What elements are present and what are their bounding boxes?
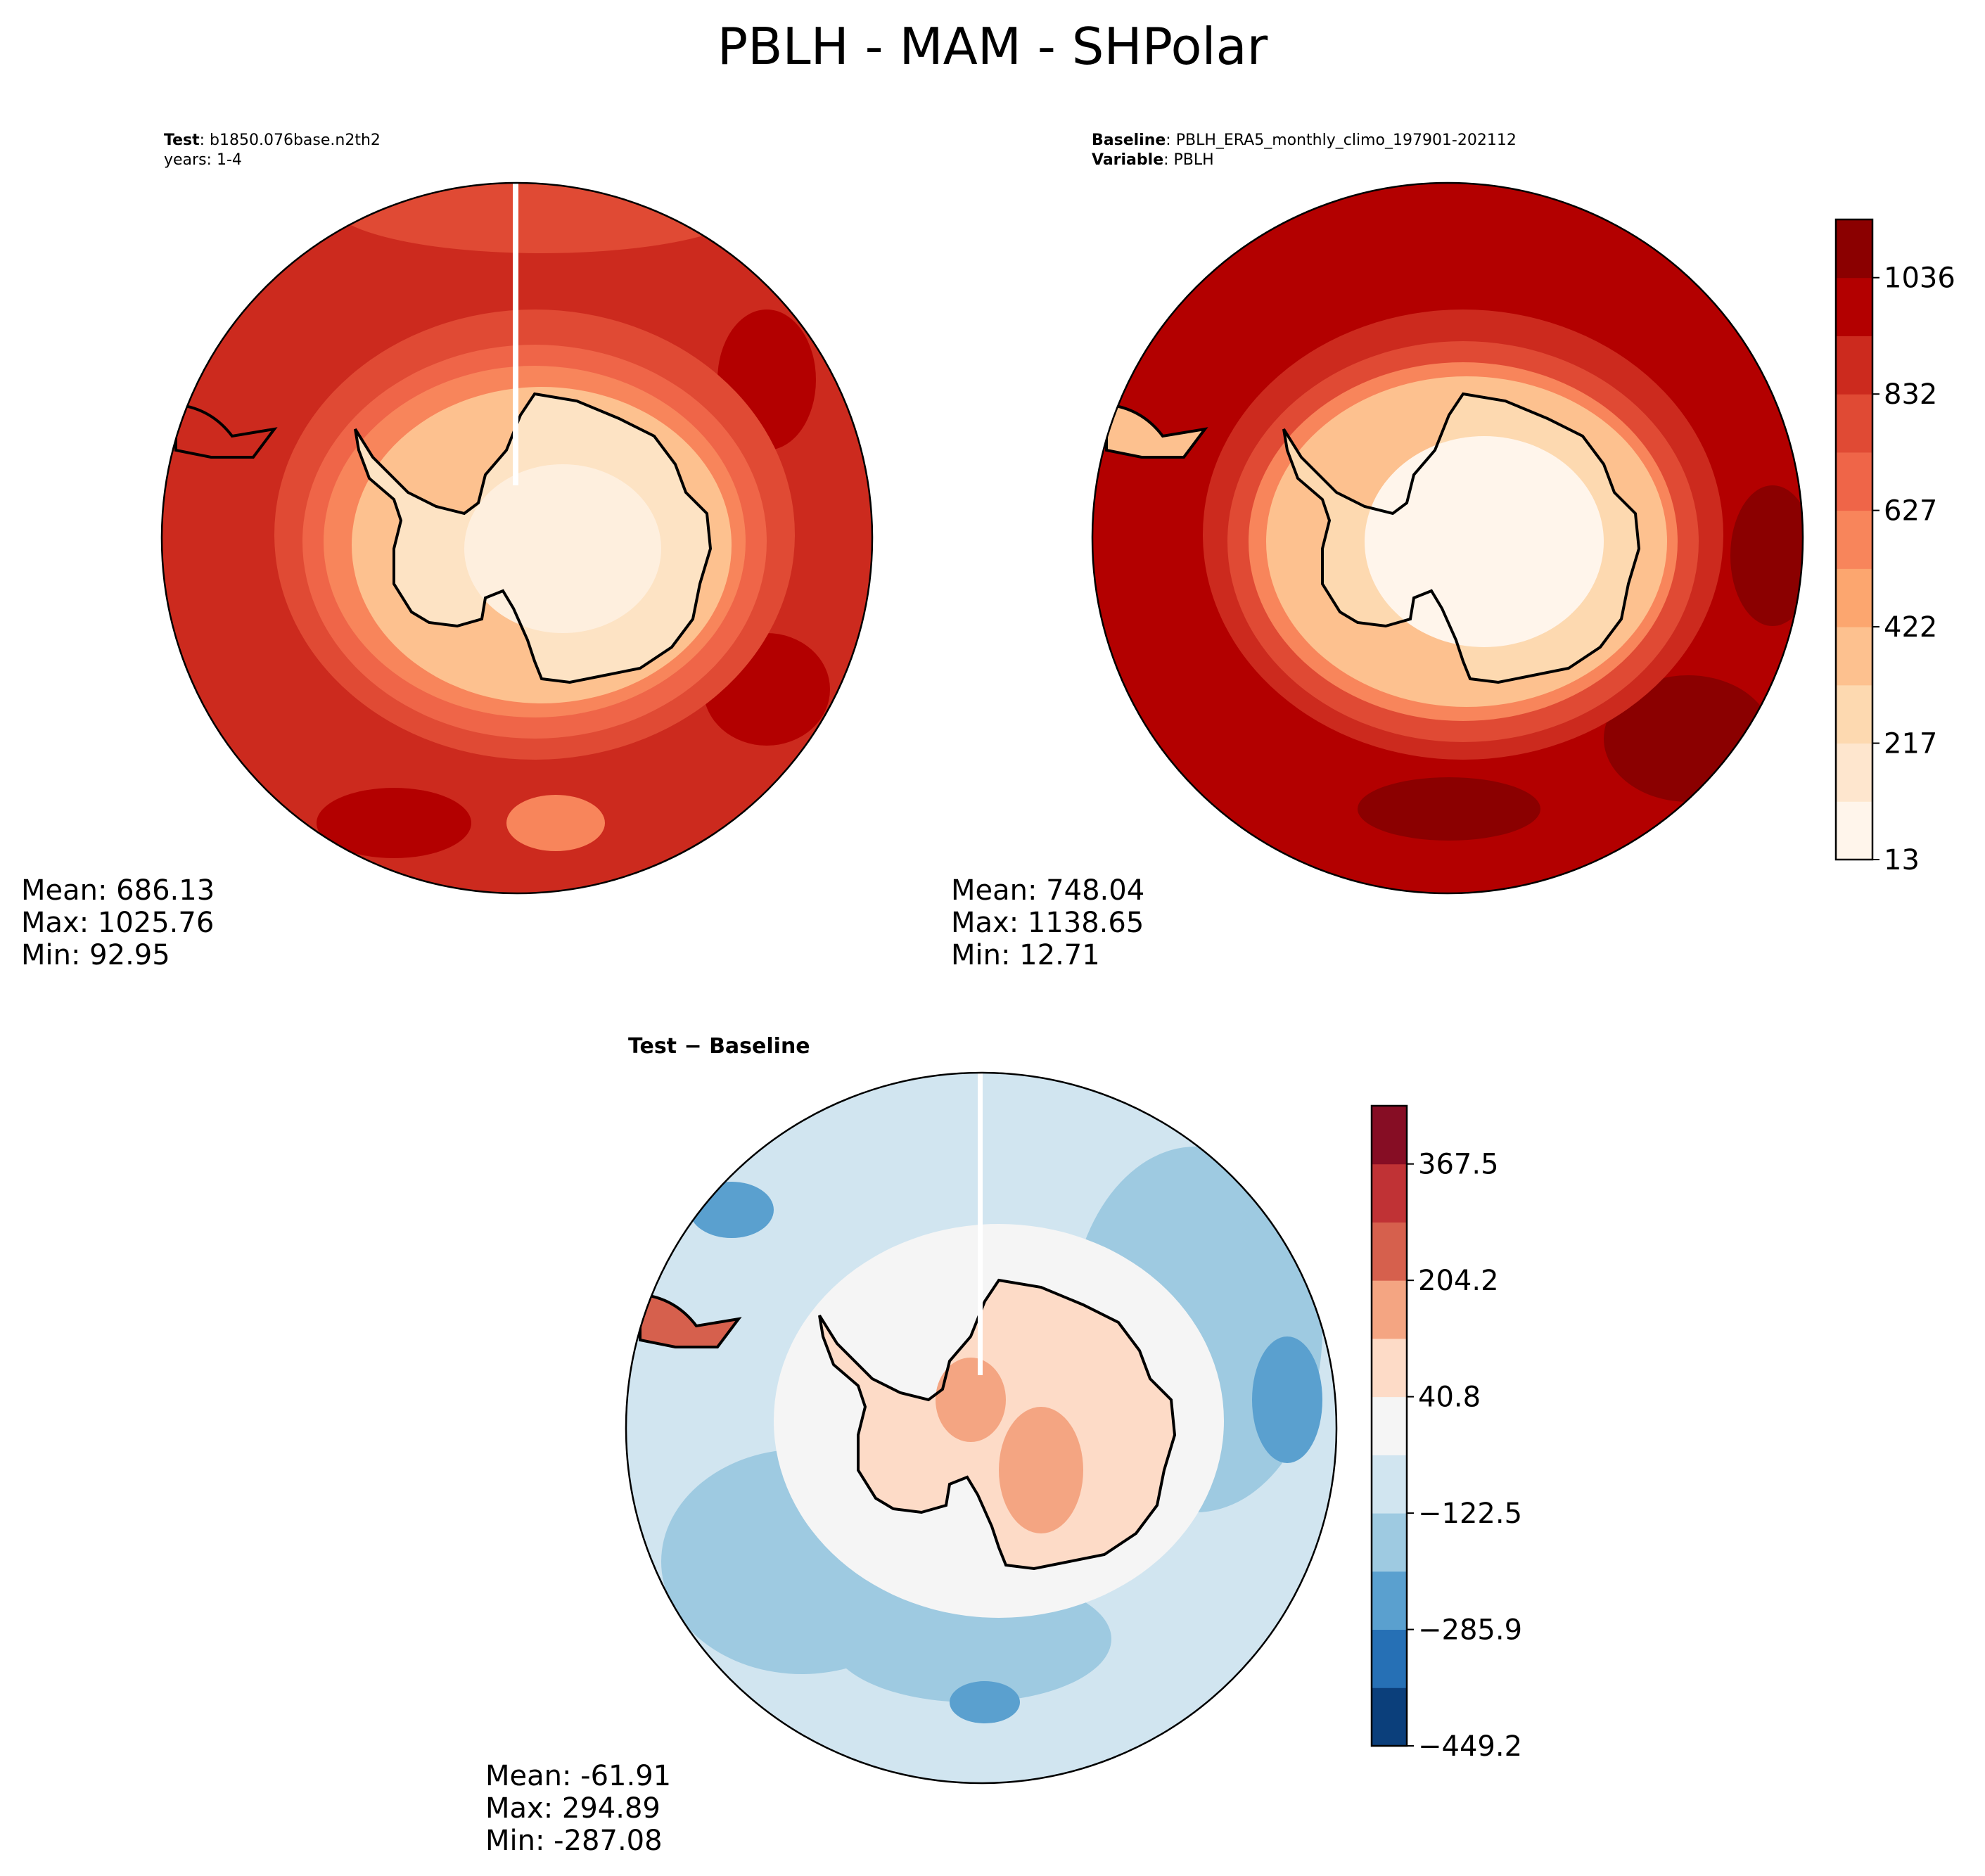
colorbar-diff-swatch bbox=[1372, 1222, 1407, 1281]
colorbar-main: 13 217 422 627 832 1036 bbox=[1834, 218, 1955, 876]
variable-key: Variable bbox=[1092, 151, 1164, 169]
baseline-min: Min: 12.71 bbox=[951, 939, 1100, 971]
colorbar-main-swatch bbox=[1836, 684, 1872, 744]
diff-title-test: Test bbox=[628, 1034, 677, 1059]
colorbar-main-swatch bbox=[1836, 219, 1872, 279]
colorbar-main-swatch bbox=[1836, 510, 1872, 569]
test-years: years: 1-4 bbox=[164, 151, 242, 169]
test-stats: Mean: 686.13 Max: 1025.76 Min: 92.95 bbox=[21, 874, 215, 971]
diff-title: Test − Baseline bbox=[628, 1034, 810, 1059]
colorbar-main-swatch bbox=[1836, 452, 1872, 511]
colorbar-main-swatch bbox=[1836, 801, 1872, 860]
colorbar-main-tick-label: 1036 bbox=[1884, 262, 1955, 295]
test-mean: Mean: 686.13 bbox=[21, 874, 215, 907]
colorbar-main-tick-label: 217 bbox=[1884, 728, 1937, 760]
colorbar-main-tick-label: 422 bbox=[1884, 611, 1937, 644]
baseline-mean: Mean: 748.04 bbox=[951, 874, 1145, 907]
baseline-stats: Mean: 748.04 Max: 1138.65 Min: 12.71 bbox=[951, 874, 1144, 971]
variable-value: PBLH bbox=[1173, 151, 1214, 169]
colorbar-diff: −449.2 −285.9 −122.5 40.8 204.2 367.5 bbox=[1370, 1104, 1522, 1763]
figure-title: PBLH - MAM - SHPolar bbox=[717, 17, 1268, 76]
colorbar-main-swatch bbox=[1836, 627, 1872, 686]
colorbar-diff-swatch bbox=[1372, 1629, 1407, 1688]
colorbar-main-swatch bbox=[1836, 743, 1872, 802]
colorbar-diff-swatch bbox=[1372, 1280, 1407, 1339]
diff-map bbox=[625, 1071, 1338, 1785]
colorbar-diff-tick-label: 40.8 bbox=[1418, 1382, 1481, 1414]
baseline-header-key: Baseline bbox=[1092, 132, 1166, 149]
diff-max: Max: 294.89 bbox=[485, 1792, 660, 1825]
colorbar-main-tick-label: 627 bbox=[1884, 495, 1937, 528]
colorbar-diff-frame bbox=[1370, 1104, 1408, 1747]
colorbar-diff-tick-label: −449.2 bbox=[1418, 1730, 1522, 1763]
test-land-inner bbox=[464, 464, 661, 633]
colorbar-main-swatch bbox=[1836, 568, 1872, 627]
colorbar-diff-tick-label: 367.5 bbox=[1418, 1149, 1499, 1181]
baseline-header-value: PBLH_ERA5_monthly_climo_197901-202112 bbox=[1175, 132, 1517, 149]
colorbar-main-swatch bbox=[1836, 277, 1872, 336]
baseline-header: Baseline: PBLH_ERA5_monthly_climo_197901… bbox=[1092, 132, 1517, 169]
test-header: Test: b1850.076base.n2th2 years: 1-4 bbox=[164, 132, 381, 169]
colorbar-diff-tick-label: 204.2 bbox=[1418, 1265, 1499, 1297]
colorbar-main-swatch bbox=[1836, 394, 1872, 453]
colorbar-main-swatch bbox=[1836, 336, 1872, 395]
test-header-key: Test bbox=[164, 132, 200, 149]
colorbar-main-frame bbox=[1834, 218, 1874, 861]
colorbar-diff-swatch bbox=[1372, 1455, 1407, 1514]
colorbar-diff-swatch bbox=[1372, 1338, 1407, 1398]
test-map bbox=[160, 181, 874, 895]
colorbar-diff-swatch bbox=[1372, 1396, 1407, 1455]
colorbar-diff-swatch bbox=[1372, 1513, 1407, 1572]
test-max: Max: 1025.76 bbox=[21, 907, 215, 939]
colorbar-diff-swatch bbox=[1372, 1687, 1407, 1747]
colorbar-diff-swatch bbox=[1372, 1571, 1407, 1631]
baseline-max: Max: 1138.65 bbox=[951, 907, 1144, 939]
colorbar-diff-tick-label: −122.5 bbox=[1418, 1498, 1522, 1530]
colorbar-main-tick-label: 832 bbox=[1884, 378, 1937, 411]
colorbar-diff-swatch bbox=[1372, 1106, 1407, 1165]
colorbar-diff-swatch bbox=[1372, 1163, 1407, 1223]
test-min: Min: 92.95 bbox=[21, 939, 170, 971]
diff-title-sep: − bbox=[677, 1034, 710, 1059]
diff-title-baseline: Baseline bbox=[709, 1034, 810, 1059]
diff-mean: Mean: -61.91 bbox=[485, 1760, 672, 1792]
colorbar-main-tick-label: 13 bbox=[1884, 844, 1920, 876]
test-header-value: b1850.076base.n2th2 bbox=[210, 132, 381, 149]
colorbar-diff-tick-label: −285.9 bbox=[1418, 1614, 1522, 1647]
baseline-map bbox=[1091, 181, 1804, 895]
diff-stats: Mean: -61.91 Max: 294.89 Min: -287.08 bbox=[485, 1760, 671, 1857]
diff-min: Min: -287.08 bbox=[485, 1825, 663, 1857]
